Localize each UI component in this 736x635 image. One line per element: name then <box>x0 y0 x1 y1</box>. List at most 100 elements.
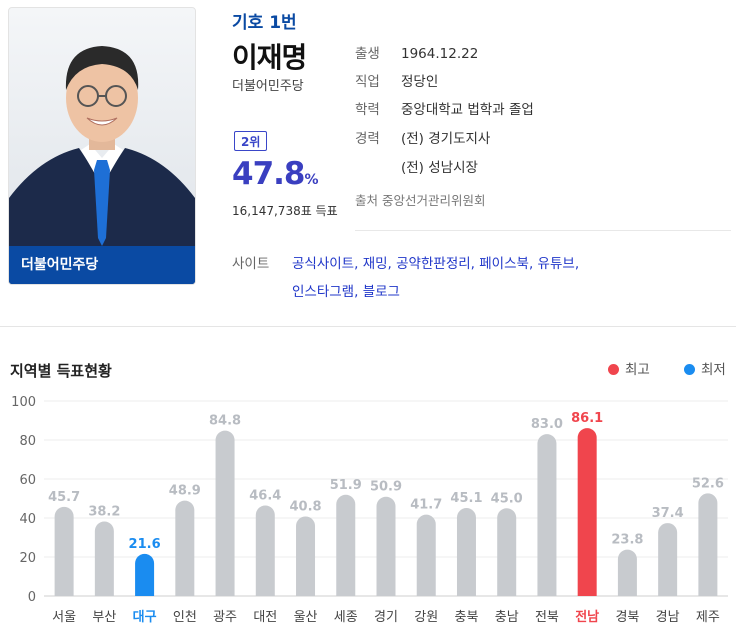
profile-divider <box>355 230 731 231</box>
x-tick-label-경기: 경기 <box>374 610 398 625</box>
bar-인천[interactable] <box>175 500 195 596</box>
x-tick-label-세종: 세종 <box>334 610 358 625</box>
x-tick-label-강원: 강원 <box>414 610 438 625</box>
career-value-2: (전) 성남시장 <box>401 160 478 176</box>
bar-경북[interactable] <box>617 549 637 596</box>
sites-label: 사이트 <box>232 256 270 272</box>
bar-울산[interactable] <box>296 516 316 596</box>
x-tick-label-대전: 대전 <box>253 610 277 625</box>
y-tick-label: 0 <box>28 590 36 605</box>
x-tick-label-충남: 충남 <box>495 610 519 625</box>
vote-rate: 47.8% <box>232 156 319 192</box>
bar-제주[interactable] <box>698 493 718 596</box>
legend-low: 최저 <box>684 358 726 378</box>
x-tick-label-인천: 인천 <box>173 610 197 625</box>
bar-전북[interactable] <box>537 434 557 596</box>
vote-rate-unit: % <box>304 172 319 188</box>
x-tick-label-전남: 전남 <box>575 609 599 625</box>
chart-section-title: 지역별 득표현황 <box>10 362 112 380</box>
data-label-충남: 45.0 <box>491 491 523 506</box>
profile-job-row: 직업 정당인 <box>355 70 438 90</box>
legend-high: 최고 <box>608 358 650 378</box>
bar-대전[interactable] <box>255 505 275 596</box>
y-tick-label: 20 <box>19 551 36 566</box>
candidate-number: 기호 1번 <box>232 13 297 33</box>
candidate-portrait-image <box>9 8 195 284</box>
section-divider <box>0 326 736 327</box>
data-label-대구: 21.6 <box>129 537 161 552</box>
data-label-전북: 83.0 <box>531 417 563 432</box>
x-tick-label-경남: 경남 <box>656 610 680 625</box>
education-label: 학력 <box>355 102 380 118</box>
data-label-울산: 40.8 <box>289 499 321 514</box>
data-label-대전: 46.4 <box>249 489 281 504</box>
data-label-경기: 50.9 <box>370 480 402 495</box>
data-label-부산: 38.2 <box>88 505 120 520</box>
photo-party-band: 더불어민주당 <box>9 246 195 284</box>
data-label-제주: 52.6 <box>692 476 724 491</box>
bar-충북[interactable] <box>456 508 476 596</box>
job-value: 정당인 <box>401 74 439 90</box>
site-links: 공식사이트, 재밍, 공약한판정리, 페이스북, 유튜브, 인스타그램, 블로그 <box>292 256 580 300</box>
bar-세종[interactable] <box>336 494 356 596</box>
rank-badge: 2위 <box>234 131 268 151</box>
bar-광주[interactable] <box>215 430 235 596</box>
bar-충남[interactable] <box>497 508 517 596</box>
bar-대구[interactable] <box>135 553 155 596</box>
profile-birth-row: 출생 1964.12.22 <box>355 42 478 62</box>
legend-low-label: 최저 <box>701 362 726 378</box>
x-tick-label-제주: 제주 <box>696 610 720 625</box>
site-link-blog[interactable]: 블로그 <box>362 284 400 300</box>
y-tick-label: 80 <box>19 434 36 449</box>
y-tick-label: 40 <box>19 512 36 527</box>
data-label-세종: 51.9 <box>330 478 362 493</box>
legend-high-dot <box>608 364 619 375</box>
site-link-pledges[interactable]: 공약한판정리 <box>396 256 471 272</box>
x-tick-label-울산: 울산 <box>294 610 318 625</box>
bar-강원[interactable] <box>416 514 436 596</box>
x-tick-label-부산: 부산 <box>92 610 116 625</box>
profile-education-row: 학력 중앙대학교 법학과 졸업 <box>355 98 534 118</box>
candidate-name: 이재명 <box>232 41 307 74</box>
data-label-서울: 45.7 <box>48 490 80 505</box>
profile-career-row: 경력 (전) 경기도지사 <box>355 127 490 147</box>
candidate-party: 더불어민주당 <box>232 79 304 94</box>
data-source: 출처 중앙선거관리위원회 <box>355 193 486 208</box>
legend-high-label: 최고 <box>625 362 650 378</box>
job-label: 직업 <box>355 74 380 90</box>
career-value-1: (전) 경기도지사 <box>401 131 491 147</box>
candidate-photo-card: 더불어민주당 <box>8 7 196 285</box>
site-link-instagram[interactable]: 인스타그램 <box>292 284 355 300</box>
data-label-인천: 48.9 <box>169 484 201 499</box>
y-tick-label: 60 <box>19 473 36 488</box>
birth-label: 출생 <box>355 46 380 62</box>
x-tick-label-서울: 서울 <box>52 610 76 625</box>
bar-경기[interactable] <box>376 496 396 596</box>
site-link-jaeming[interactable]: 재밍 <box>362 256 388 272</box>
y-tick-label: 100 <box>11 395 36 410</box>
site-link-youtube[interactable]: 유튜브 <box>537 256 575 272</box>
data-label-전남: 86.1 <box>571 411 603 426</box>
profile-career-row-2: (전) 성남시장 <box>355 156 478 176</box>
bar-경남[interactable] <box>658 523 678 596</box>
vote-count: 16,147,738표 득표 <box>232 204 338 218</box>
data-label-광주: 84.8 <box>209 414 241 429</box>
data-label-강원: 41.7 <box>410 498 442 513</box>
regional-vote-chart: 0 20 40 60 80 100 45.7 서울 38.2 부산 21.6 대구 48.9 인천 84.8… <box>11 395 728 625</box>
birth-value: 1964.12.22 <box>401 46 479 62</box>
bar-서울[interactable] <box>54 506 74 596</box>
bar-전남[interactable] <box>577 428 597 596</box>
site-link-facebook[interactable]: 페이스북 <box>479 256 529 272</box>
bar-부산[interactable] <box>94 521 114 596</box>
data-label-경북: 23.8 <box>611 533 643 548</box>
data-label-충북: 45.1 <box>450 491 482 506</box>
vote-rate-value: 47.8 <box>232 156 305 192</box>
x-tick-label-전북: 전북 <box>535 610 559 625</box>
data-label-경남: 37.4 <box>652 506 684 521</box>
x-tick-label-광주: 광주 <box>213 610 237 625</box>
x-tick-label-대구: 대구 <box>133 610 157 625</box>
site-link-official[interactable]: 공식사이트 <box>292 256 355 272</box>
legend-low-dot <box>684 364 695 375</box>
x-tick-label-경북: 경북 <box>615 610 639 625</box>
education-value: 중앙대학교 법학과 졸업 <box>401 102 534 118</box>
